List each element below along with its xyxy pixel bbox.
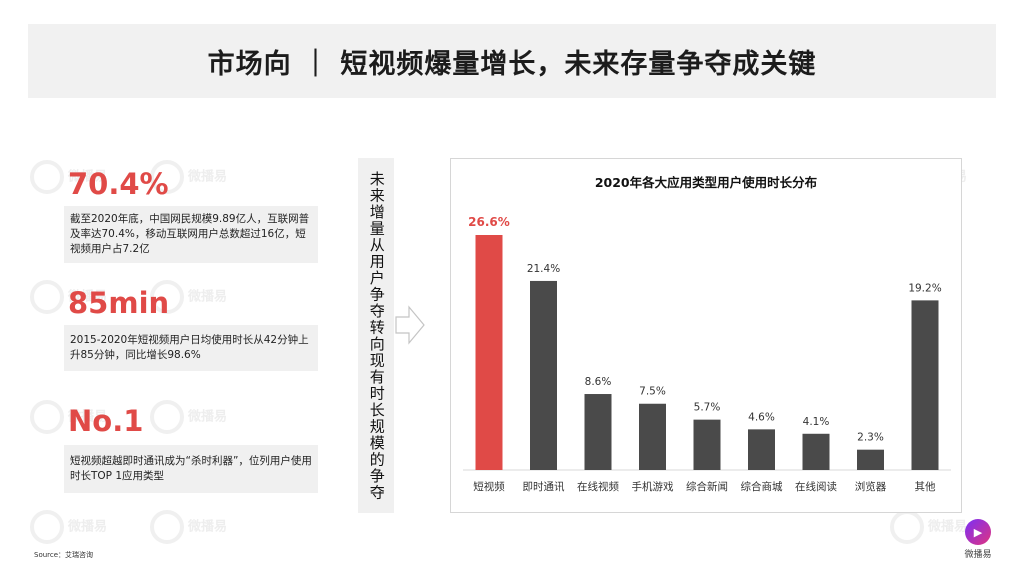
logo-text: 微播易 bbox=[964, 550, 992, 560]
watermark: 微播易 bbox=[30, 510, 107, 544]
bar-chart: 26.6% 短视频 21.4% 即时通讯 8.6% 在线视频 7.5% 手机游戏 5.7% 综合新… bbox=[463, 215, 951, 493]
category-label: 浏览器 bbox=[855, 480, 887, 493]
data-label: 5.7% bbox=[694, 402, 721, 414]
stat-value: 85min bbox=[68, 286, 170, 320]
chart-title: 2020年各大应用类型用户使用时长分布 bbox=[594, 175, 818, 190]
vertical-callout: 未来增量从用户争夺转向现有时长规模的争夺 bbox=[358, 158, 394, 513]
play-icon: ▶ bbox=[965, 519, 991, 545]
bar bbox=[530, 280, 557, 470]
vertical-callout-text: 未来增量从用户争夺转向现有时长规模的争夺 bbox=[367, 170, 386, 501]
data-label: 2.3% bbox=[857, 432, 884, 444]
data-label: 7.5% bbox=[639, 386, 666, 398]
source-note: Source：艾瑞咨询 bbox=[34, 551, 94, 559]
page-title: 市场向 ｜ 短视频爆量增长，未来存量争夺成关键 bbox=[207, 48, 817, 80]
watermark: 微播易 bbox=[30, 160, 107, 194]
data-label: 4.1% bbox=[803, 416, 830, 428]
stat-block-2: 85min 2015-2020年短视频用户日均使用时长从42分钟上升85分钟，同… bbox=[64, 287, 318, 371]
category-label: 综合新闻 bbox=[686, 480, 728, 493]
bar bbox=[693, 419, 721, 470]
category-label: 在线阅读 bbox=[795, 480, 837, 493]
arrow-right-icon bbox=[395, 305, 425, 349]
category-label: 手机游戏 bbox=[632, 480, 674, 493]
category-label: 其他 bbox=[915, 480, 936, 493]
bar bbox=[857, 449, 884, 470]
stat-block-1: 70.4% 截至2020年底，中国网民规模9.89亿人，互联网普及率达70.4%… bbox=[64, 168, 318, 263]
data-label: 21.4% bbox=[527, 263, 560, 275]
bar bbox=[911, 300, 939, 470]
brand-logo: ▶ 微播易 bbox=[960, 519, 996, 560]
chart-panel: 2020年各大应用类型用户使用时长分布 26.6% 短视频 21.4% 即时通讯 8.6… bbox=[450, 158, 962, 513]
bar bbox=[802, 433, 830, 470]
bar bbox=[584, 394, 612, 470]
watermark: 微播易 bbox=[150, 400, 227, 434]
watermark: 微播易 bbox=[150, 280, 227, 314]
bar bbox=[475, 235, 503, 470]
category-label: 在线视频 bbox=[577, 480, 619, 493]
watermark: 微播易 bbox=[150, 160, 227, 194]
watermark: 微播易 bbox=[150, 510, 227, 544]
stat-value: No.1 bbox=[68, 404, 144, 438]
stat-value: 70.4% bbox=[68, 167, 169, 201]
stat-description: 2015-2020年短视频用户日均使用时长从42分钟上升85分钟，同比增长98.… bbox=[64, 325, 318, 371]
category-label: 综合商城 bbox=[741, 480, 783, 493]
category-label: 短视频 bbox=[473, 480, 505, 493]
stat-description: 截至2020年底，中国网民规模9.89亿人，互联网普及率达70.4%，移动互联网… bbox=[64, 206, 318, 263]
title-bar: 市场向 ｜ 短视频爆量增长，未来存量争夺成关键 bbox=[28, 24, 996, 98]
bar bbox=[639, 403, 666, 470]
stat-description: 短视频超越即时通讯成为“杀时利器”，位列用户使用时长TOP 1应用类型 bbox=[64, 445, 318, 493]
data-label: 4.6% bbox=[748, 411, 775, 423]
watermark: 微播易 bbox=[890, 510, 967, 544]
bar bbox=[748, 429, 775, 470]
category-label: 即时通讯 bbox=[523, 480, 565, 493]
watermark: 微播易 bbox=[30, 280, 107, 314]
data-label: 19.2% bbox=[908, 282, 941, 294]
data-label: 8.6% bbox=[585, 376, 612, 388]
stat-block-3: No.1 短视频超越即时通讯成为“杀时利器”，位列用户使用时长TOP 1应用类型 bbox=[64, 405, 318, 493]
watermark: 微播易 bbox=[30, 400, 107, 434]
data-label: 26.6% bbox=[468, 215, 510, 229]
